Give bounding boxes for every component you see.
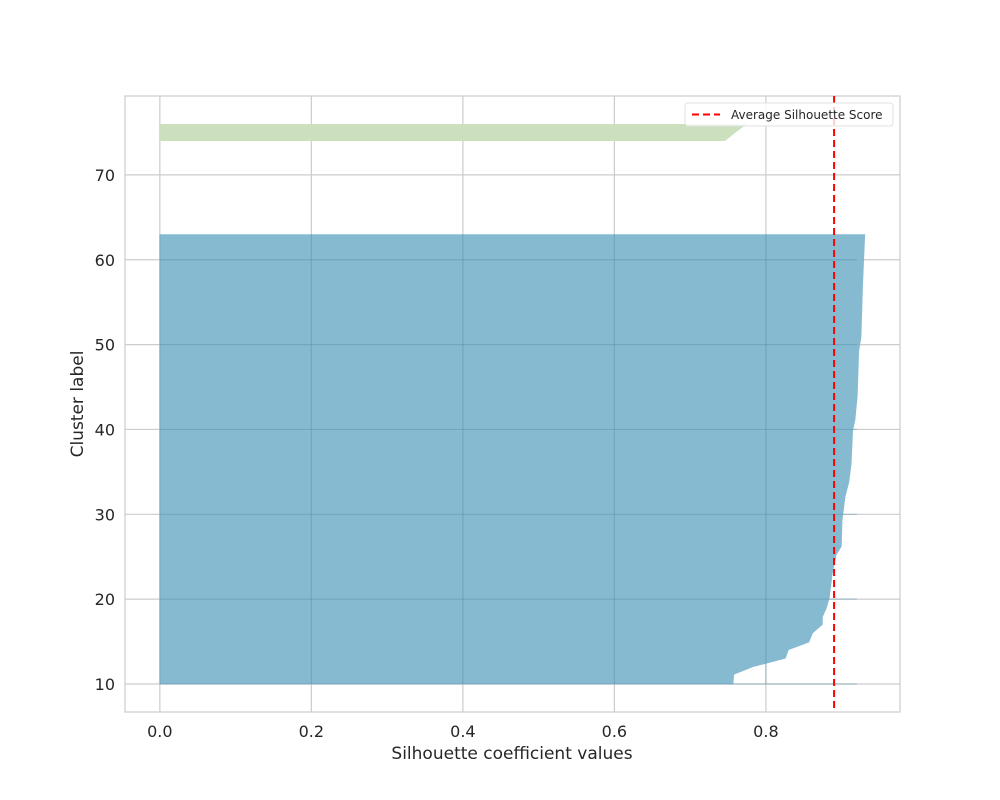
y-tick-label: 60	[95, 251, 115, 270]
cluster-silhouette-1	[159, 124, 747, 141]
y-tick-label: 20	[95, 590, 115, 609]
x-tick-label: 0.6	[602, 722, 627, 741]
y-tick-label: 30	[95, 505, 115, 524]
legend: Average Silhouette Score	[684, 102, 894, 127]
y-tick-label: 40	[95, 420, 115, 439]
y-tick-label: 50	[95, 336, 115, 355]
x-tick-label: 0.0	[147, 722, 172, 741]
cluster-silhouette-0	[159, 234, 866, 684]
x-tick-label: 0.8	[753, 722, 778, 741]
legend-label: Average Silhouette Score	[731, 108, 883, 122]
x-axis-label: Silhouette coefficient values	[391, 744, 632, 764]
x-tick-label: 0.4	[450, 722, 475, 741]
x-tick-label: 0.2	[299, 722, 324, 741]
legend-box	[684, 102, 894, 127]
y-tick-label: 10	[95, 675, 115, 694]
y-tick-label: 70	[95, 166, 115, 185]
y-axis-label: Cluster label	[68, 351, 88, 458]
